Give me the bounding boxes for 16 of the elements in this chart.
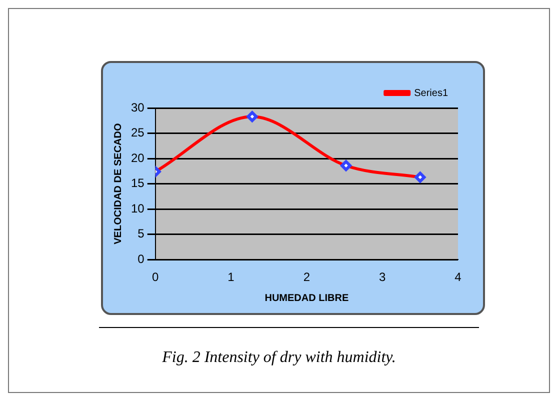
x-tick-label: 1	[228, 270, 235, 284]
y-axis-title: VELOCIDAD DE SECADO	[112, 123, 124, 244]
x-tick-label: 0	[152, 270, 160, 284]
y-tick-label: 30	[130, 100, 145, 114]
x-axis-title: HUMEDAD LIBRE	[264, 292, 349, 304]
y-tick-label: 25	[130, 126, 145, 140]
y-tick-label: 10	[130, 201, 145, 216]
x-tick-label: 3	[378, 270, 386, 284]
legend-label: Series1	[414, 88, 448, 99]
y-tick-label: 15	[130, 176, 145, 190]
caption: Fig. 2 Intensity of dry with humidity.	[161, 349, 397, 367]
y-tick-label: 20	[130, 150, 145, 165]
y-tick-label: 0	[138, 252, 145, 266]
x-tick-label: 4	[454, 270, 462, 284]
y-tick-label: 5	[138, 226, 145, 241]
x-tick-label: 2	[303, 270, 310, 284]
